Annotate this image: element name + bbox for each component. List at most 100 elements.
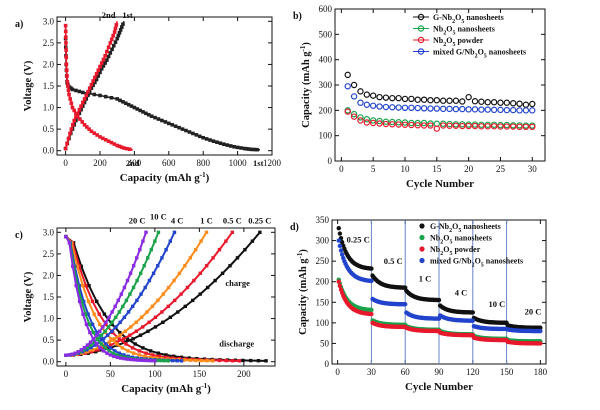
c-curve-annotation: charge	[225, 278, 250, 288]
c-data-point	[67, 353, 71, 357]
c-data-point	[142, 358, 147, 363]
b-data-point	[446, 122, 453, 129]
a-data-point	[92, 92, 97, 97]
c-data-point	[119, 292, 124, 296]
a-data-point	[108, 51, 113, 55]
c-data-point	[134, 320, 138, 324]
c-data-point	[220, 271, 225, 276]
c-data-point	[71, 264, 75, 269]
b-y-tick-label: 0	[328, 156, 333, 166]
c-data-point	[118, 333, 122, 337]
b-data-point	[522, 101, 530, 108]
c-data-point	[141, 239, 145, 243]
c-data-point	[160, 310, 164, 314]
c-data-point	[115, 355, 119, 359]
d-data-point	[336, 238, 341, 243]
d-legend-marker	[419, 246, 425, 252]
c-data-point	[115, 353, 119, 357]
b-data-point	[446, 97, 453, 104]
c-data-point	[79, 264, 83, 269]
d-data-point	[339, 252, 345, 257]
b-data-point	[497, 106, 504, 114]
c-data-point	[131, 337, 135, 341]
a-data-point	[111, 33, 115, 38]
a-data-point	[87, 127, 91, 131]
b-data-point	[516, 100, 523, 107]
b-legend-label: Nb2O5 nanosheets	[433, 25, 495, 37]
c-data-point	[213, 278, 217, 283]
a-data-point	[93, 75, 97, 80]
c-data-point	[117, 310, 121, 314]
b-legend-label: G-Nb2O5 nanosheets	[433, 13, 504, 25]
c-data-point	[153, 359, 157, 363]
a-data-point	[92, 131, 97, 135]
c-data-point	[91, 348, 95, 352]
c-data-point	[138, 271, 143, 276]
b-data-point	[490, 106, 498, 114]
a-data-point	[141, 110, 145, 114]
a-data-point	[84, 93, 89, 98]
a-y-tick-label: 3.0	[43, 16, 55, 26]
c-data-point	[143, 285, 147, 290]
c-data-point	[224, 239, 228, 243]
c-data-point	[107, 349, 111, 353]
a-data-point	[249, 147, 254, 152]
d-y-axis-title: Capacity (mAh g-1)	[296, 249, 309, 335]
c-data-point	[193, 247, 198, 252]
b-data-point	[369, 119, 377, 127]
b-data-point	[490, 123, 498, 130]
a-data-point	[101, 136, 105, 141]
a-data-point	[109, 95, 114, 100]
a-data-point	[117, 31, 122, 35]
c-data-point	[160, 256, 164, 260]
a-y-tick-label: 0.0	[43, 146, 55, 156]
b-legend-label: Nb2O5 powder	[433, 36, 484, 48]
c-data-point	[172, 354, 176, 358]
c-data-point	[146, 256, 150, 260]
b-data-point	[484, 99, 491, 106]
c-data-point	[84, 283, 88, 288]
b-data-point	[465, 106, 472, 113]
c-data-point	[89, 350, 94, 354]
a-data-point	[113, 40, 118, 44]
c-data-point	[77, 264, 81, 269]
b-data-point	[503, 123, 511, 130]
b-x-tick-label: 10	[401, 164, 411, 174]
b-data-point	[471, 106, 479, 113]
c-y-tick-label: 0.0	[43, 357, 55, 367]
c-series-line	[65, 235, 213, 362]
c-data-point	[81, 283, 85, 288]
c-data-point	[94, 299, 99, 304]
a-data-point	[191, 131, 195, 136]
b-data-point	[478, 106, 485, 113]
a-data-point	[163, 120, 168, 124]
c-data-point	[126, 354, 130, 358]
c-data-point	[166, 304, 170, 309]
a-data-point	[98, 135, 102, 139]
a-data-point	[208, 138, 212, 142]
b-data-point	[484, 123, 491, 130]
c-data-point	[101, 337, 106, 341]
c-data-point	[64, 234, 68, 239]
a-data-point	[89, 129, 94, 134]
c-data-point	[188, 358, 192, 362]
a-data-point	[194, 133, 199, 137]
c-data-point	[85, 345, 89, 350]
c-data-point	[126, 349, 130, 353]
a-data-point	[106, 139, 111, 143]
a-data-point	[87, 86, 92, 90]
c-data-point	[87, 283, 91, 288]
d-data-point	[336, 226, 341, 231]
c-data-point	[133, 342, 137, 346]
a-data-point	[218, 141, 223, 146]
c-data-point	[217, 247, 222, 252]
a-data-point	[122, 146, 126, 150]
a-data-point	[132, 105, 137, 110]
d-y-tick-label: 0	[325, 359, 330, 369]
c-rate-label: 0.5 C	[223, 216, 242, 226]
b-data-point	[401, 104, 409, 112]
c-data-point	[187, 356, 191, 360]
c-data-point	[139, 315, 144, 320]
c-data-point	[211, 256, 215, 260]
